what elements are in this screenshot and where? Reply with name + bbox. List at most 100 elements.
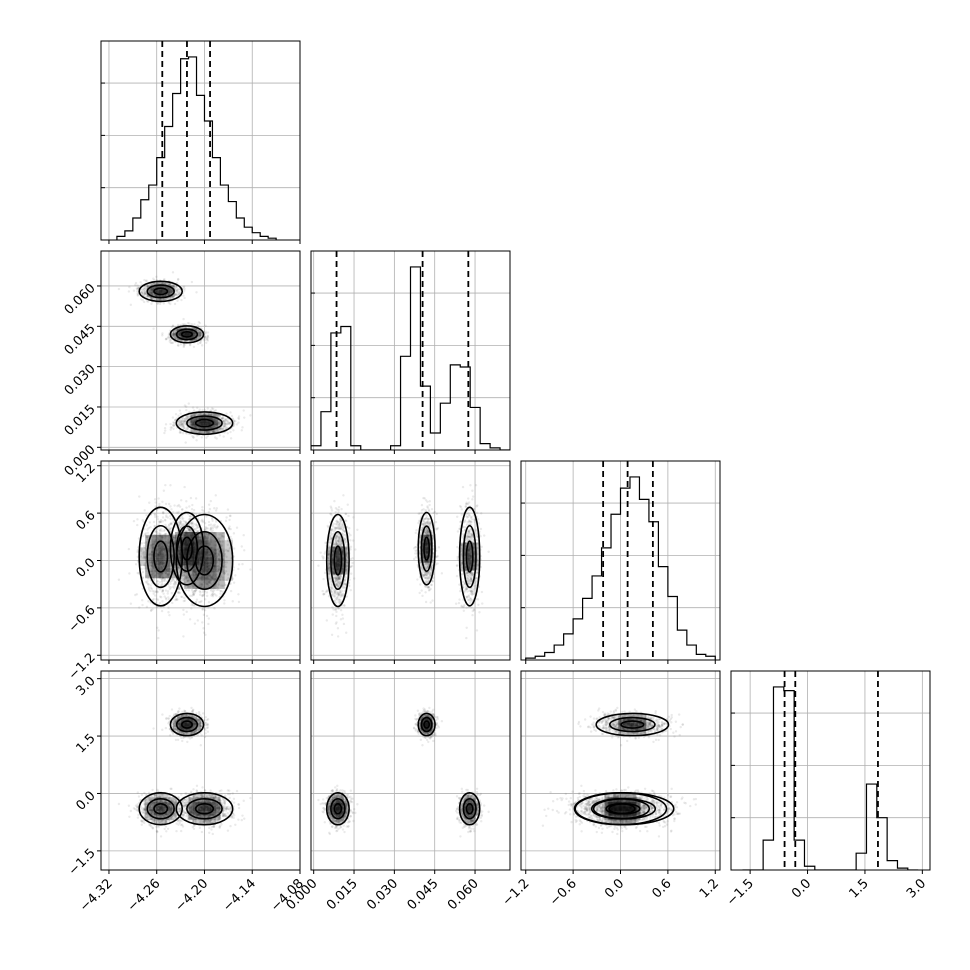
sample-point — [139, 280, 142, 284]
sample-point — [178, 409, 182, 412]
sample-point — [169, 339, 173, 342]
sample-point — [170, 290, 174, 294]
density-cell — [162, 293, 167, 298]
sample-point — [205, 436, 208, 439]
sample-point — [172, 520, 175, 523]
sample-point — [178, 333, 182, 336]
sample-point — [202, 613, 206, 617]
sample-point — [146, 531, 150, 535]
sample-point — [168, 287, 171, 290]
sample-point — [167, 541, 170, 545]
sample-point — [214, 520, 218, 523]
panel-frame — [100, 250, 301, 451]
sample-point — [192, 413, 196, 416]
sample-point — [192, 436, 195, 439]
sample-point — [143, 557, 146, 561]
sample-point — [218, 553, 221, 557]
sample-point — [172, 421, 175, 424]
sample-point — [249, 568, 252, 571]
sample-point — [182, 422, 185, 425]
density-cell — [166, 297, 171, 302]
sample-point — [154, 574, 157, 577]
sample-point — [177, 587, 181, 590]
sample-point — [190, 532, 194, 535]
sample-point — [207, 430, 210, 433]
sample-point — [196, 329, 200, 332]
sample-point — [162, 511, 165, 514]
sample-point — [150, 571, 154, 574]
sample-point — [129, 303, 133, 307]
sample-point — [171, 332, 174, 336]
sample-point — [171, 510, 175, 514]
sample-point — [143, 546, 147, 550]
sample-point — [188, 528, 191, 531]
sample-point — [209, 536, 213, 540]
sample-point — [218, 420, 222, 424]
sample-point — [184, 419, 187, 423]
sample-point — [188, 528, 191, 531]
sample-point — [186, 579, 190, 582]
sample-point — [237, 563, 241, 566]
sample-point — [143, 556, 147, 559]
sample-point — [217, 552, 220, 556]
sample-point — [145, 285, 148, 289]
sample-point — [173, 334, 177, 337]
sample-point — [209, 528, 212, 532]
sample-point — [157, 520, 161, 523]
sample-point — [171, 271, 175, 274]
sample-point — [197, 584, 201, 588]
sample-point — [162, 285, 165, 288]
sample-point — [178, 331, 182, 335]
sample-point — [217, 567, 221, 571]
sample-point — [242, 409, 245, 412]
sample-point — [141, 288, 145, 291]
sample-point — [172, 582, 176, 586]
sample-point — [188, 529, 192, 533]
sample-point — [186, 415, 189, 418]
sample-point — [223, 565, 226, 569]
sample-point — [201, 594, 204, 598]
sample-point — [237, 415, 241, 418]
sample-point — [173, 584, 176, 588]
density-cell — [184, 332, 189, 337]
sample-point — [155, 532, 159, 535]
sample-point — [178, 587, 181, 591]
sample-point — [178, 430, 182, 434]
sample-point — [171, 324, 175, 327]
sample-point — [148, 290, 152, 293]
sample-point — [196, 526, 200, 529]
sample-point — [170, 579, 174, 583]
sample-point — [163, 298, 167, 301]
sample-point — [134, 281, 138, 285]
sample-point — [188, 561, 192, 564]
sample-point — [205, 430, 208, 434]
sample-point — [137, 572, 140, 575]
density-cell — [158, 297, 163, 302]
sample-point — [225, 578, 229, 582]
sample-point — [163, 528, 166, 531]
sample-point — [159, 298, 162, 302]
sample-point — [183, 523, 186, 527]
sample-point — [211, 430, 215, 434]
sample-point — [218, 578, 221, 581]
sample-point — [182, 421, 185, 425]
sample-point — [202, 580, 206, 584]
sample-point — [156, 302, 160, 305]
density-cell — [150, 285, 155, 290]
sample-point — [217, 568, 221, 572]
sample-point — [155, 534, 158, 538]
sample-point — [150, 292, 154, 296]
sample-point — [174, 598, 177, 602]
sample-point — [136, 294, 140, 297]
sample-point — [148, 552, 152, 555]
sample-point — [184, 417, 187, 421]
sample-point — [180, 515, 184, 519]
sample-point — [199, 533, 202, 536]
sample-point — [143, 292, 147, 296]
sample-point — [163, 578, 166, 582]
density-cell — [188, 336, 193, 341]
sample-point — [158, 294, 162, 298]
sample-point — [221, 416, 225, 419]
sample-point — [211, 590, 214, 594]
sample-point — [218, 422, 222, 425]
